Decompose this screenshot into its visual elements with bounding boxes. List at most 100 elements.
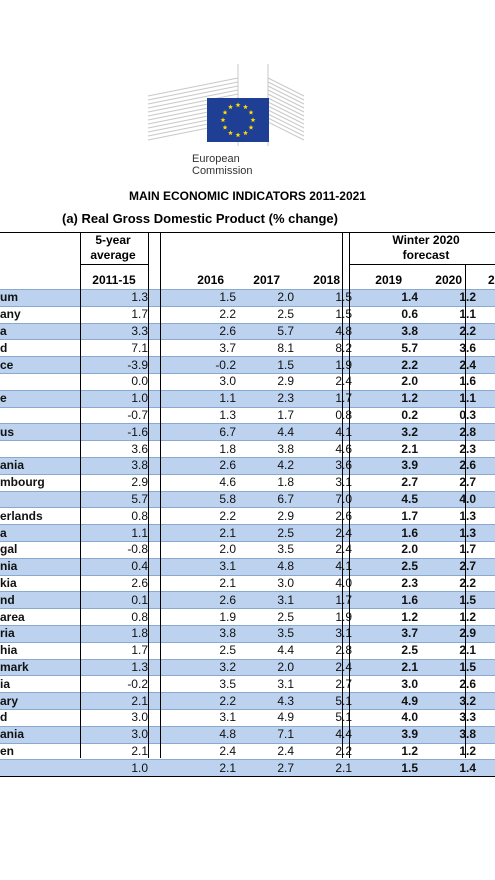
table-row: d 7.1 3.7 8.1 8.2 5.7 3.6: [0, 339, 495, 357]
value-2017: 2.5: [236, 608, 294, 626]
gap-cell: [148, 356, 160, 374]
gap-cell: [148, 675, 160, 693]
value-2021: [476, 742, 495, 760]
value-2021: [476, 423, 495, 441]
logo-line-2: Commission: [192, 165, 253, 177]
value-2019: 1.2: [360, 389, 418, 408]
value-2016: 3.0: [160, 372, 236, 391]
value-2019: 2.1: [360, 440, 418, 458]
logo-text: European Commission: [192, 153, 253, 177]
gap-cell: [352, 490, 360, 508]
eu-star-icon: [248, 109, 254, 115]
value-2017: 3.0: [236, 574, 294, 592]
value-2019: 2.0: [360, 540, 418, 559]
value-2019: 1.2: [360, 742, 418, 760]
forecast-header-rule: [349, 264, 495, 265]
gap-cell: [148, 289, 160, 307]
gap-cell: [352, 289, 360, 307]
value-2016: 1.8: [160, 440, 236, 458]
value-2016: 3.1: [160, 557, 236, 576]
country-name: ria: [0, 624, 80, 643]
country-name: mark: [0, 658, 80, 676]
gap-cell: [352, 742, 360, 760]
value-2021: [476, 557, 495, 576]
value-2021: [476, 356, 495, 374]
value-2019: 1.7: [360, 507, 418, 525]
country-name: nia: [0, 557, 80, 576]
value-2020: 2.7: [418, 557, 476, 576]
value-2017: 3.5: [236, 540, 294, 559]
value-2021: [476, 305, 495, 324]
value-2019: 1.6: [360, 524, 418, 542]
gap-cell: [352, 591, 360, 609]
gap-cell: [148, 440, 160, 458]
gap-cell: [148, 624, 160, 643]
value-2018: 3.1: [294, 624, 352, 643]
value-2021: [476, 389, 495, 408]
country-name: ce: [0, 356, 80, 374]
value-2017: 4.2: [236, 456, 294, 475]
value-2019: 3.9: [360, 725, 418, 744]
gap-cell: [352, 759, 360, 778]
avg-value: 1.3: [80, 289, 148, 307]
value-2016: 2.6: [160, 456, 236, 475]
col-header-2019: 2019: [375, 273, 402, 287]
gap-cell: [148, 708, 160, 727]
gap-cell: [148, 372, 160, 391]
value-2018: 2.2: [294, 742, 352, 760]
value-2020: 3.8: [418, 725, 476, 744]
value-2021: [476, 574, 495, 592]
value-2016: 2.5: [160, 641, 236, 660]
value-2016: 6.7: [160, 423, 236, 441]
country-name: any: [0, 305, 80, 324]
gap-cell: [148, 725, 160, 744]
value-2019: 5.7: [360, 339, 418, 357]
value-2019: 3.0: [360, 675, 418, 693]
value-2019: 1.5: [360, 759, 418, 778]
country-name: us: [0, 423, 80, 441]
value-2016: 1.5: [160, 289, 236, 307]
value-2018: 4.6: [294, 440, 352, 458]
gap-cell: [148, 490, 160, 508]
value-2017: 8.1: [236, 339, 294, 357]
value-2021: [476, 473, 495, 492]
eu-star-icon: [248, 124, 254, 130]
gap-cell: [352, 540, 360, 559]
eu-star-icon: [250, 117, 256, 123]
country-name: a: [0, 524, 80, 542]
value-2017: 3.5: [236, 624, 294, 643]
avg-value: 7.1: [80, 339, 148, 357]
value-2019: 2.7: [360, 473, 418, 492]
value-2017: 4.9: [236, 708, 294, 727]
gap-cell: [148, 406, 160, 424]
value-2017: 2.3: [236, 389, 294, 408]
gap-cell: [352, 574, 360, 592]
country-name: ania: [0, 725, 80, 744]
value-2021: [476, 641, 495, 660]
eu-star-icon: [235, 102, 241, 108]
table-row: ce -3.9 -0.2 1.5 1.9 2.2 2.4: [0, 356, 495, 374]
value-2017: 4.8: [236, 557, 294, 576]
gap-cell: [352, 507, 360, 525]
forecast-header: Winter 2020 forecast: [384, 233, 468, 263]
value-2017: 1.8: [236, 473, 294, 492]
gap-cell: [352, 356, 360, 374]
table-row: gal -0.8 2.0 3.5 2.4 2.0 1.7: [0, 540, 495, 559]
avg-value: 2.9: [80, 473, 148, 492]
avg-value: 0.0: [80, 372, 148, 391]
table-subtitle: (a) Real Gross Domestic Product (% chang…: [62, 211, 338, 226]
value-2017: 3.1: [236, 675, 294, 693]
value-2019: 2.1: [360, 658, 418, 676]
gap-cell: [148, 540, 160, 559]
value-2018: 7.0: [294, 490, 352, 508]
gap-cell: [352, 389, 360, 408]
gap-cell: [352, 524, 360, 542]
value-2020: 1.1: [418, 389, 476, 408]
value-2019: 4.9: [360, 692, 418, 710]
gap-cell: [352, 608, 360, 626]
value-2021: [476, 456, 495, 475]
avg-value: -3.9: [80, 356, 148, 374]
value-2016: 4.6: [160, 473, 236, 492]
gap-cell: [148, 305, 160, 324]
gap-cell: [148, 557, 160, 576]
